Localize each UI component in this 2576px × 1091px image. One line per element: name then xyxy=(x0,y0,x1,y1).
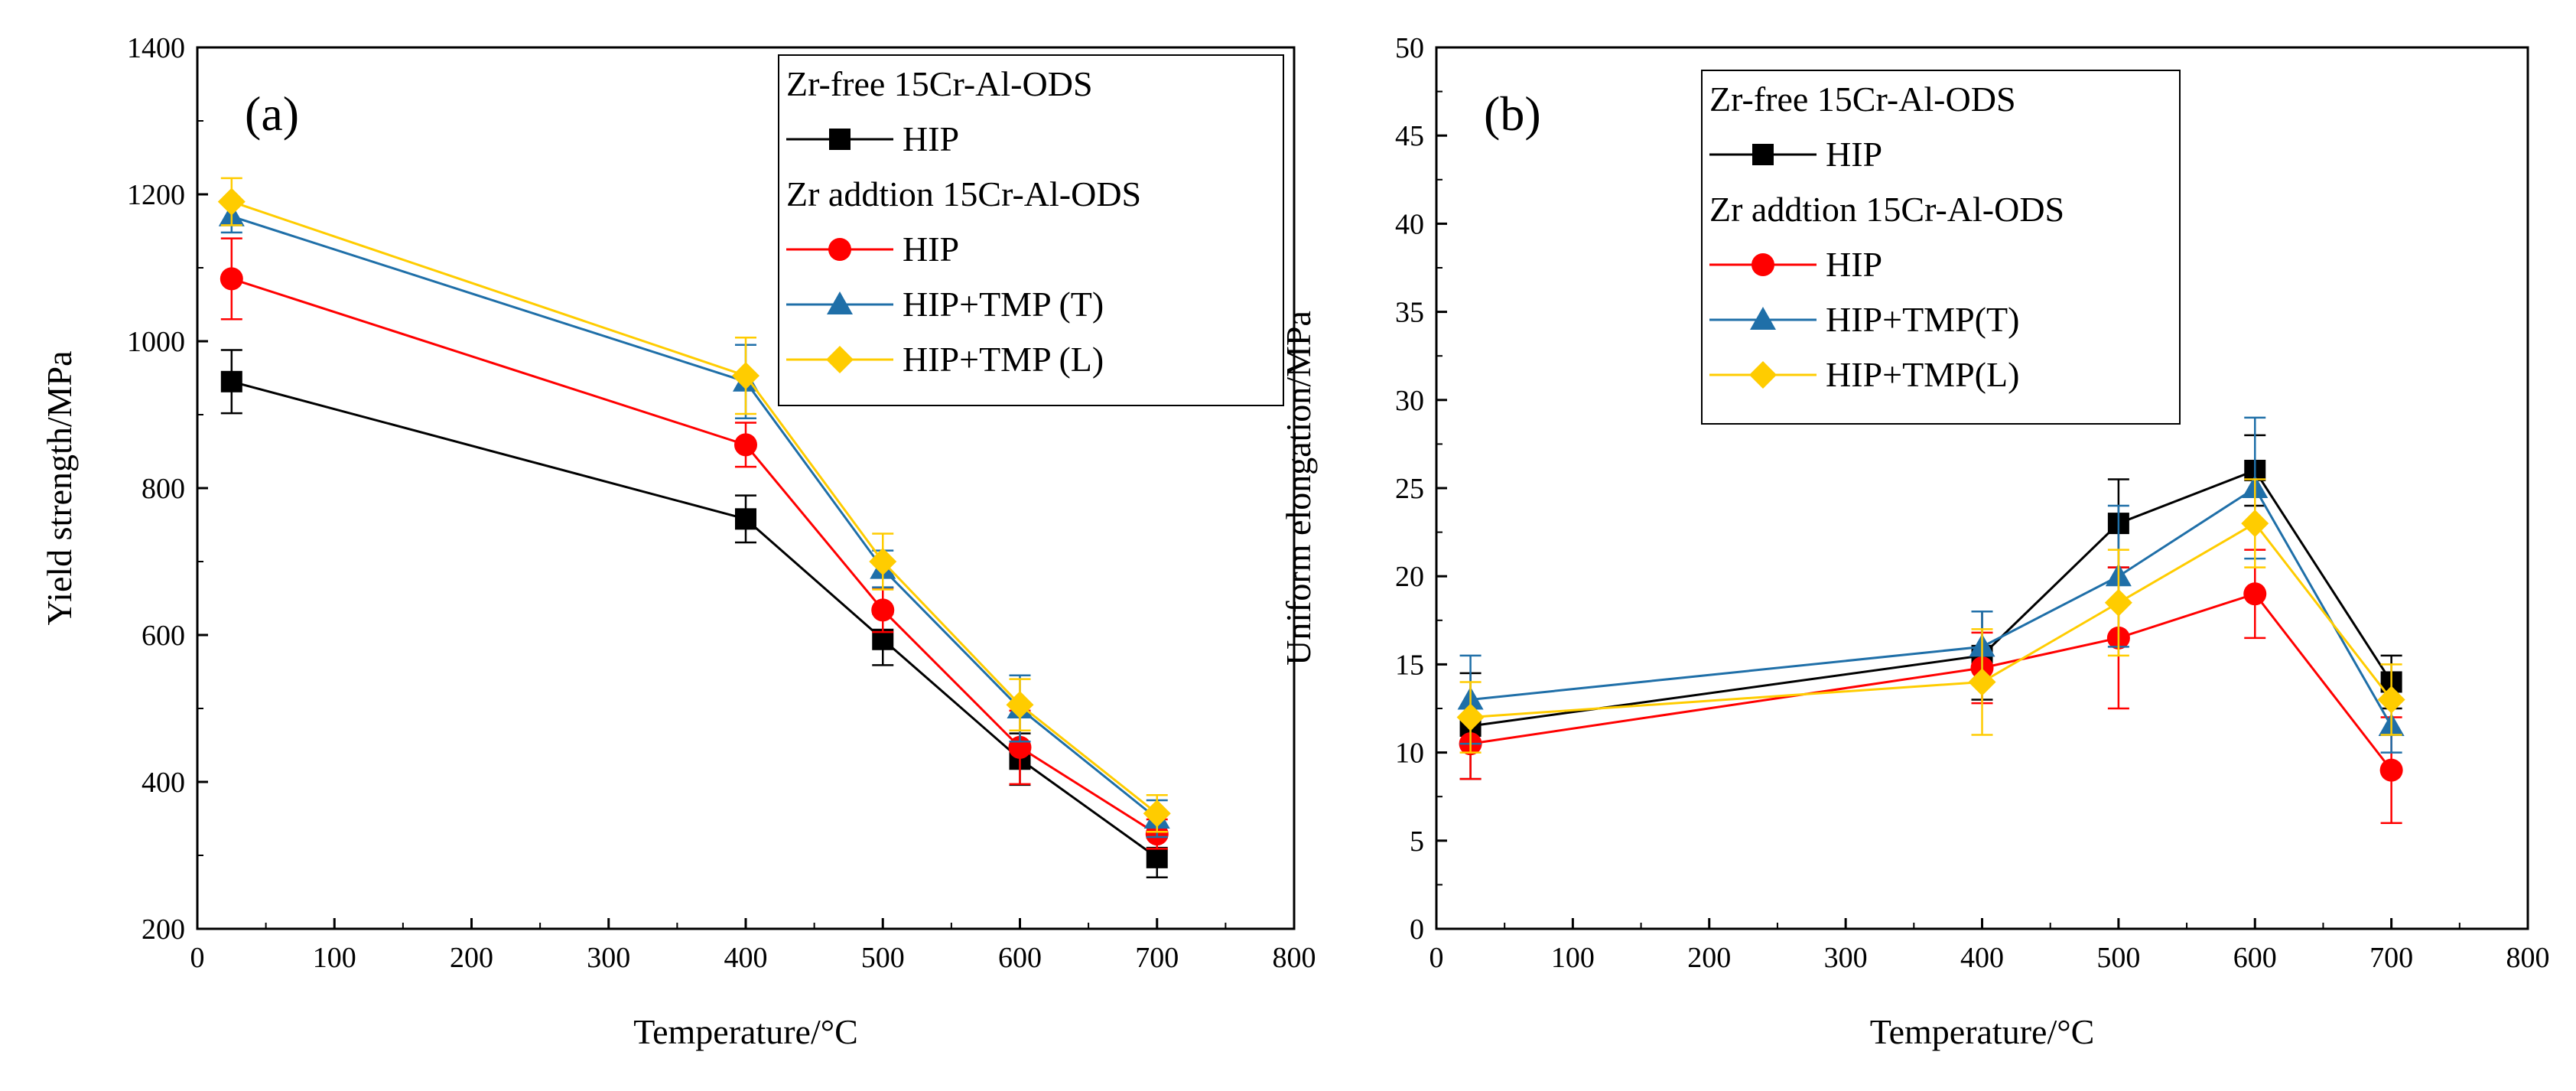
legend-group-title: Zr-free 15Cr-Al-ODS xyxy=(1709,80,2016,119)
x-tick-label: 700 xyxy=(1135,942,1179,974)
data-point xyxy=(1456,703,1485,731)
x-tick-label: 400 xyxy=(724,942,768,974)
legend-entry-label: HIP xyxy=(1826,135,1882,174)
y-tick-label: 45 xyxy=(1395,120,1424,152)
y-tick-label: 10 xyxy=(1395,738,1424,770)
data-point xyxy=(220,370,242,392)
y-tick-label: 5 xyxy=(1410,826,1424,858)
data-point xyxy=(220,267,243,291)
data-point xyxy=(1146,846,1168,868)
series-square xyxy=(220,349,1168,879)
y-tick-label: 200 xyxy=(141,914,185,946)
x-tick-label: 500 xyxy=(2096,942,2140,974)
y-tick-label: 25 xyxy=(1395,473,1424,505)
data-point xyxy=(2104,588,2132,617)
legend-marker xyxy=(826,346,854,373)
x-tick-label: 100 xyxy=(313,942,356,974)
data-point xyxy=(1006,691,1034,719)
data-point xyxy=(732,362,759,390)
data-point xyxy=(869,548,897,575)
y-tick-label: 0 xyxy=(1410,914,1424,946)
legend-entry-label: HIP+TMP(T) xyxy=(1826,300,2019,339)
data-point xyxy=(1143,800,1171,828)
y-tick-label: 15 xyxy=(1395,649,1424,681)
y-axis-label: Uniform elongation/MPa xyxy=(1279,311,1318,666)
y-tick-label: 20 xyxy=(1395,561,1424,593)
x-tick-label: 600 xyxy=(998,942,1042,974)
y-tick-label: 30 xyxy=(1395,385,1424,417)
legend-marker xyxy=(1752,144,1774,165)
legend-entry-label: HIP+TMP(L) xyxy=(1826,355,2019,394)
series-line xyxy=(1470,592,2392,771)
data-point xyxy=(734,433,757,457)
chart-panel-1: 0 100 200 300 400 500 600 700 800 200 400 600 800 100… xyxy=(40,32,1316,1051)
x-tick-label: 800 xyxy=(2506,942,2550,974)
data-point xyxy=(1968,668,1996,696)
legend-box xyxy=(778,54,1284,406)
data-point xyxy=(2377,686,2405,714)
legend-marker xyxy=(1749,361,1777,389)
y-tick-label: 800 xyxy=(141,473,185,505)
x-tick-label: 200 xyxy=(1687,942,1731,974)
legend-marker xyxy=(828,238,851,261)
data-point xyxy=(2241,510,2269,538)
x-axis-label: Temperature/°C xyxy=(633,1012,858,1051)
panel-label: (b) xyxy=(1484,86,1541,141)
legend-entry-label: HIP xyxy=(903,119,959,158)
series-diamond xyxy=(217,177,1171,833)
data-point xyxy=(2379,758,2403,782)
x-tick-label: 300 xyxy=(1824,942,1868,974)
x-tick-label: 800 xyxy=(1273,942,1316,974)
legend: Zr-free 15Cr-Al-ODS HIP Zr addtion 15Cr-Al… xyxy=(778,54,1284,406)
data-point xyxy=(735,508,756,530)
legend-entry-label: HIP xyxy=(1826,245,1882,284)
series-diamond xyxy=(1456,478,2405,754)
x-tick-label: 600 xyxy=(2233,942,2277,974)
series-line xyxy=(1470,522,2392,719)
x-tick-label: 0 xyxy=(1429,942,1444,974)
legend-marker xyxy=(1751,253,1774,276)
legend-entry-label: HIP xyxy=(903,230,959,269)
legend-entry-label: HIP+TMP (L) xyxy=(903,340,1104,379)
x-axis-label: Temperature/°C xyxy=(1870,1012,2095,1051)
y-tick-label: 400 xyxy=(141,767,185,799)
x-tick-label: 400 xyxy=(1960,942,2004,974)
legend-group-title: Zr addtion 15Cr-Al-ODS xyxy=(1709,190,2064,229)
legend-group-title: Zr addtion 15Cr-Al-ODS xyxy=(786,174,1141,213)
y-tick-label: 40 xyxy=(1395,208,1424,240)
data-point xyxy=(217,187,246,216)
y-tick-label: 1000 xyxy=(127,326,185,358)
data-point xyxy=(871,598,895,622)
legend-marker xyxy=(829,129,851,150)
legend: Zr-free 15Cr-Al-ODS HIP Zr addtion 15Cr-Al… xyxy=(1701,70,2181,425)
x-tick-label: 200 xyxy=(450,942,493,974)
legend-marker xyxy=(827,291,853,314)
y-tick-label: 600 xyxy=(141,620,185,652)
y-tick-label: 50 xyxy=(1395,32,1424,64)
y-tick-label: 1200 xyxy=(127,179,185,211)
legend-entry-label: HIP+TMP (T) xyxy=(903,285,1104,324)
x-tick-label: 500 xyxy=(861,942,905,974)
x-tick-label: 700 xyxy=(2369,942,2413,974)
y-tick-label: 1400 xyxy=(127,32,185,64)
legend-box xyxy=(1701,70,2181,425)
chart-panel-2: 0 100 200 300 400 500 600 700 800 0 5 10 15 20 25 30 35 4… xyxy=(1279,32,2550,1051)
legend-group-title: Zr-free 15Cr-Al-ODS xyxy=(786,64,1093,103)
y-tick-label: 35 xyxy=(1395,297,1424,329)
panel-label: (a) xyxy=(245,86,299,141)
x-tick-label: 300 xyxy=(587,942,630,974)
data-point xyxy=(2243,582,2267,606)
y-axis-label: Yield strength/MPa xyxy=(40,350,79,625)
legend-marker xyxy=(1750,307,1776,330)
x-tick-label: 100 xyxy=(1551,942,1595,974)
x-tick-label: 0 xyxy=(190,942,205,974)
series-line xyxy=(231,380,1158,859)
